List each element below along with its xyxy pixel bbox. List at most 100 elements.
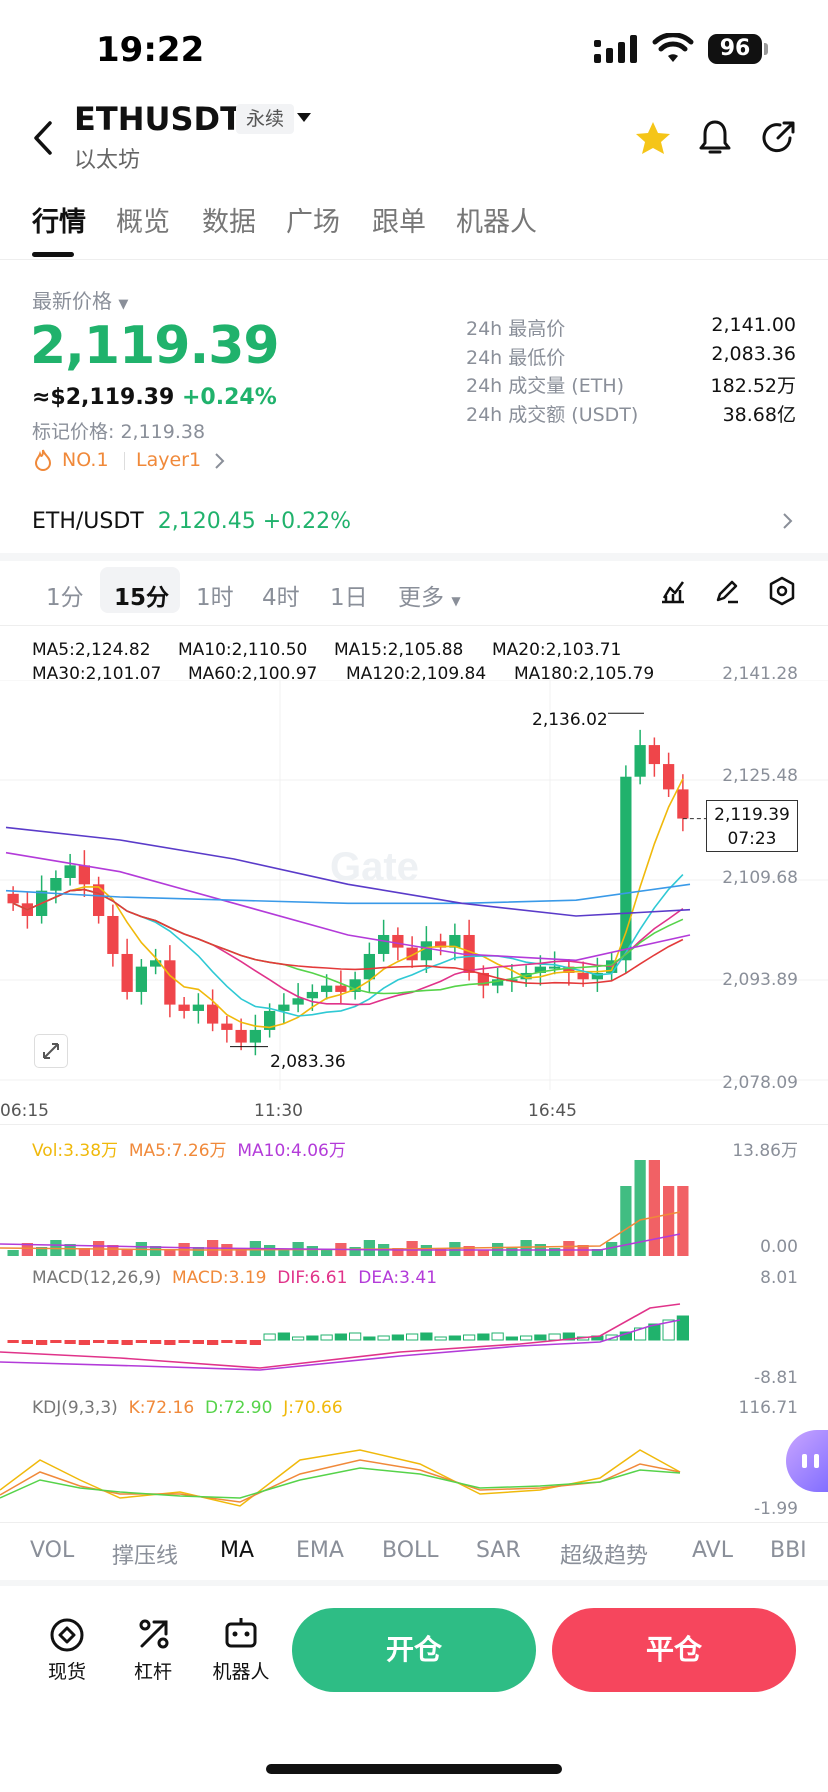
- tab-data[interactable]: 数据: [202, 207, 256, 238]
- tab-overview[interactable]: 概览: [116, 207, 170, 238]
- volume-bar: [64, 1244, 76, 1256]
- interval-more[interactable]: 更多 ▼: [398, 585, 461, 611]
- tab-bots[interactable]: 机器人: [456, 207, 537, 238]
- kdj-axis-bottom: -1.99: [754, 1499, 798, 1519]
- indicator-supertrend[interactable]: 超级趋势: [560, 1544, 649, 1569]
- macd-histogram-bar: [292, 1336, 305, 1341]
- tab-market[interactable]: 行情: [32, 207, 86, 238]
- open-position-button[interactable]: 开仓: [292, 1608, 536, 1692]
- interval-1d[interactable]: 1日: [330, 585, 368, 611]
- macd-histogram-bar: [377, 1335, 390, 1341]
- indicator-avl[interactable]: AVL: [692, 1538, 733, 1563]
- indicator-boll[interactable]: BOLL: [382, 1538, 439, 1563]
- macd-histogram-bar: [605, 1334, 618, 1341]
- volume-bar: [677, 1186, 689, 1256]
- indicator-support-resistance[interactable]: 撑压线: [112, 1544, 179, 1569]
- latest-price-label[interactable]: 最新价格 ▼: [32, 289, 129, 313]
- macd-histogram-bar: [434, 1336, 447, 1341]
- interval-15m[interactable]: 15分: [114, 585, 170, 611]
- chevron-right-icon[interactable]: [782, 512, 794, 530]
- close-position-button[interactable]: 平仓: [552, 1608, 796, 1692]
- candle-body: [492, 979, 504, 986]
- interval-1h[interactable]: 1时: [196, 585, 234, 611]
- star-favorite-icon[interactable]: [634, 120, 672, 156]
- indicator-sar[interactable]: SAR: [476, 1538, 521, 1563]
- macd-histogram-bar: [505, 1336, 518, 1341]
- spot-label[interactable]: 现货: [47, 1661, 86, 1683]
- macd-histogram-bar: [320, 1334, 333, 1341]
- candle-body: [78, 865, 90, 885]
- ma-long-line: [5, 883, 691, 905]
- ma-long-line: [5, 851, 691, 962]
- spot-pair-row[interactable]: ETH/USDT 2,120.45 +0.22%: [32, 509, 351, 534]
- fullscreen-button[interactable]: [34, 1034, 68, 1068]
- share-icon[interactable]: [760, 120, 796, 156]
- spot-pair-change: +0.22%: [262, 509, 352, 534]
- indicator-ma[interactable]: MA: [220, 1538, 255, 1563]
- active-interval-pill: [100, 567, 180, 613]
- spot-icon[interactable]: [48, 1616, 86, 1654]
- macd-histogram-bar: [150, 1340, 162, 1344]
- macd-dif-line: [0, 1303, 681, 1369]
- symbol-title[interactable]: ETHUSDT: [74, 100, 242, 138]
- candle-body: [435, 941, 447, 948]
- high-annotation: 2,136.02: [532, 710, 608, 730]
- indicator-ema[interactable]: EMA: [296, 1538, 344, 1563]
- candle-body: [349, 979, 361, 992]
- signal-icon: [594, 35, 637, 63]
- kdj-legend: KDJ(9,3,3) K:72.16 D:72.90 J:70.66: [32, 1398, 343, 1418]
- bot-icon[interactable]: [222, 1614, 260, 1652]
- candle-body: [321, 985, 333, 992]
- volume-bar: [235, 1248, 247, 1256]
- tab-copy-trading[interactable]: 跟单: [372, 207, 426, 238]
- macd-histogram-bar: [349, 1332, 362, 1341]
- macd-histogram-bar: [662, 1319, 675, 1341]
- volume-bar: [21, 1243, 33, 1256]
- low-annotation: 2,083.36: [270, 1052, 346, 1072]
- indicator-bbi[interactable]: BBI: [770, 1538, 807, 1563]
- kdj-chart: [0, 1449, 681, 1507]
- candle-countdown: 07:23: [727, 829, 777, 849]
- tab-square[interactable]: 广场: [286, 207, 340, 238]
- candle-body: [677, 789, 689, 819]
- leverage-icon[interactable]: [136, 1616, 172, 1652]
- indicator-icon[interactable]: [660, 578, 686, 604]
- macd-histogram-bar: [50, 1340, 62, 1343]
- battery-tip: [764, 43, 768, 55]
- back-arrow-icon[interactable]: [30, 120, 56, 156]
- stat-turnover-value: 38.68亿: [722, 404, 796, 426]
- interval-1m[interactable]: 1分: [46, 585, 84, 611]
- bot-label[interactable]: 机器人: [212, 1661, 270, 1683]
- macd-axis-bottom: -8.81: [754, 1368, 798, 1388]
- draw-pen-icon[interactable]: [714, 578, 740, 604]
- volume-bar: [634, 1160, 646, 1256]
- bell-icon[interactable]: [698, 118, 732, 158]
- volume-bar: [563, 1241, 575, 1256]
- leverage-label[interactable]: 杠杆: [133, 1661, 172, 1683]
- candle-body: [121, 953, 133, 992]
- candle-body: [50, 878, 62, 891]
- candle-body: [563, 966, 575, 973]
- candle-body: [221, 1023, 233, 1030]
- candlestick-chart[interactable]: Gate: [0, 680, 828, 1100]
- volume-bar: [150, 1246, 162, 1256]
- candle-body: [378, 934, 390, 954]
- volume-bar: [306, 1246, 318, 1256]
- volume-bar: [264, 1245, 276, 1256]
- interval-4h[interactable]: 4时: [262, 585, 300, 611]
- last-price: 2,119.39: [30, 316, 280, 376]
- candle-body: [420, 941, 432, 961]
- indicator-vol[interactable]: VOL: [30, 1538, 75, 1563]
- category-tag[interactable]: Layer1: [136, 449, 202, 471]
- floating-assistant-button[interactable]: [786, 1430, 828, 1492]
- contract-type-badge: 永续: [236, 104, 295, 134]
- mark-price-value: 2,119.38: [120, 421, 206, 443]
- volume-bar: [321, 1250, 333, 1256]
- candle-body: [663, 764, 675, 790]
- caret-down-icon[interactable]: [296, 112, 312, 124]
- rank-tag[interactable]: NO.1: [62, 449, 109, 471]
- settings-hex-icon[interactable]: [768, 576, 796, 606]
- volume-bar: [121, 1249, 133, 1256]
- chevron-right-icon[interactable]: [214, 452, 226, 470]
- mark-price-line: 标记价格: 2,119.38: [32, 421, 206, 443]
